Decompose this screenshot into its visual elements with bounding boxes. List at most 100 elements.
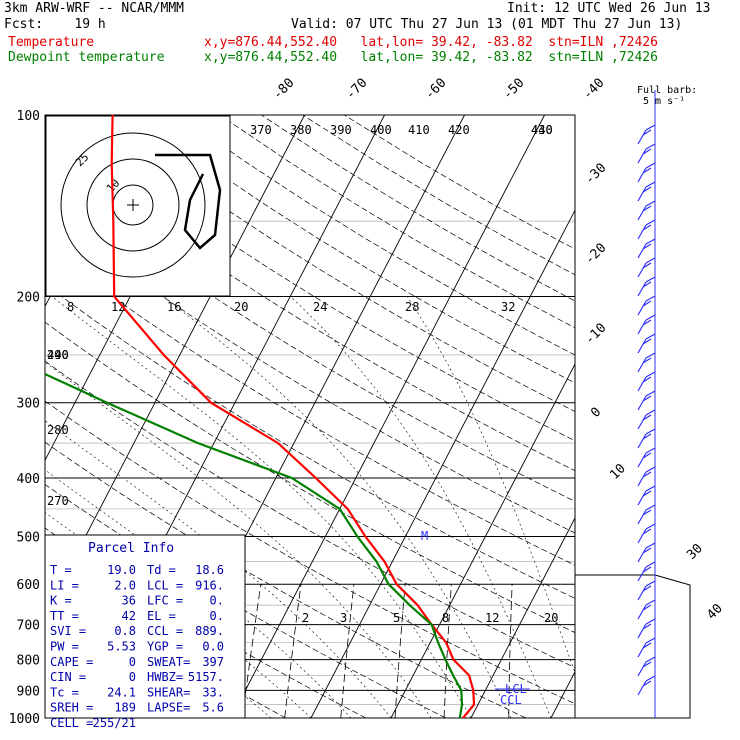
parcel-box [44, 534, 246, 719]
pressure-label-500: 500 [17, 530, 40, 545]
profile-lines [45, 115, 476, 718]
isotherm-50 [711, 115, 740, 718]
isotherm--40 [45, 115, 305, 616]
parcel-row-3-label: TT = [50, 609, 79, 623]
wind-barb-12 [637, 352, 656, 373]
parcel-row-8-label: Tc = [50, 685, 79, 699]
wind-barb-9 [637, 295, 656, 316]
wind-barb-26 [637, 618, 656, 639]
dry-adiabat-420 [178, 115, 575, 356]
isotherm-label-10: 10 [607, 461, 629, 483]
theta-label-440: 440 [47, 348, 69, 362]
hodo-tick-12: 12 [111, 300, 125, 314]
wind-barb-5 [637, 219, 656, 240]
wind-barb-0 [637, 124, 656, 145]
wind-barb-25 [637, 599, 656, 620]
wind-barb-27 [637, 637, 656, 658]
parcel-row-0-value2: 18.6 [195, 563, 224, 577]
dry-adiabat-390 [54, 115, 575, 442]
wind-barb-24 [637, 580, 656, 601]
theta-label-290: 290 [47, 348, 69, 362]
mixing-ratio-label-5: 5 [393, 611, 400, 625]
parcel-row-6-label: CAPE = [50, 655, 93, 669]
full-barb-label: Full barb: [637, 85, 697, 96]
moist-adiabat-15 [45, 361, 432, 718]
moist-adiabat-35 [406, 296, 575, 674]
dry-adiabat-380 [45, 140, 575, 472]
parcel-row-4-value2: 889. [195, 624, 224, 638]
theta-label-440: 440 [531, 123, 553, 137]
temperature-legend: Temperature [8, 35, 95, 50]
parcel-row-9-value: 189 [114, 701, 136, 715]
isotherm-label--80: -80 [270, 76, 297, 103]
wind-barb-29 [637, 675, 656, 696]
pressure-label-300: 300 [17, 397, 40, 412]
wind-barb-17 [637, 447, 656, 468]
dry-adiabat-350 [45, 246, 575, 566]
parcel-row-4-value: 0.8 [114, 624, 136, 638]
parcel-row-0-label: T = [50, 563, 72, 577]
parcel-row-10-value: 255/21 [93, 716, 136, 730]
wind-barb-10 [637, 314, 656, 335]
isotherm-label-40: 40 [704, 601, 726, 623]
ccl-label: CCL [500, 693, 522, 707]
parcel-row-6-label2: SWEAT= [147, 655, 190, 669]
mixing-ratio-8 [394, 584, 406, 718]
theta-label-390: 390 [330, 123, 352, 137]
wind-barb-11 [637, 333, 656, 354]
pressure-label-200: 200 [17, 291, 40, 306]
parcel-row-1-value2: 916. [195, 578, 224, 592]
parcel-row-7-label2: HWBZ= [147, 670, 183, 684]
parcel-row-2-value2: 0. [210, 594, 224, 608]
dry-adiabat-360 [45, 210, 575, 534]
mixing-ratio-label-3: 3 [340, 611, 347, 625]
hodograph-frame [45, 115, 231, 297]
parcel-row-7-label: CIN = [50, 670, 86, 684]
dry-adiabat-430 [219, 115, 575, 329]
parcel-row-3-label2: EL = [147, 609, 176, 623]
wind-barb-2 [637, 162, 656, 183]
parcel-row-5-label2: YGP = [147, 640, 183, 654]
pressure-label-1000: 1000 [9, 712, 40, 727]
wind-barb-18 [637, 466, 656, 487]
forecast-hour: Fcst: 19 h [4, 17, 106, 32]
plot-border [44, 114, 576, 719]
dry-adiabat-290 [45, 484, 446, 718]
theta-label-380: 380 [290, 123, 312, 137]
theta-label-370: 370 [250, 123, 272, 137]
pressure-label-600: 600 [17, 578, 40, 593]
chart-frame [44, 114, 691, 719]
mixing-ratio-3 [284, 584, 302, 718]
parcel-info-box: Parcel Info T = 19.0 Td = 18.6 LI = 2.0 LCL = 91… [44, 534, 246, 730]
pressure-label-400: 400 [17, 472, 40, 487]
mixing-ratio-12 [443, 584, 452, 718]
mixing-ratio-20 [508, 584, 513, 718]
dewpoint-profile [45, 372, 464, 718]
wind-barb-28 [637, 656, 656, 677]
dry-adiabat-460 [344, 115, 575, 250]
wind-barb-23 [637, 561, 656, 582]
hodo-tick-24: 24 [313, 300, 327, 314]
wind-barb-4 [637, 200, 656, 221]
wind-barb-1 [637, 143, 656, 164]
wind-barb-22 [637, 542, 656, 563]
dry-adiabat-440 [261, 115, 575, 302]
dry-adiabat-340 [45, 283, 575, 599]
barb-area-border [575, 574, 691, 719]
isotherm--10 [230, 115, 545, 718]
isotherm-0 [310, 209, 575, 718]
parcel-row-1-label2: LCL = [147, 578, 183, 592]
isotherm-label-0: 0 [588, 405, 604, 421]
dry-adiabat-310 [45, 400, 575, 705]
hodograph-trace [155, 153, 222, 250]
moist-adiabat-30 [290, 296, 552, 718]
valid-time: Valid: 07 UTC Thu 27 Jun 13 (01 MDT Thu … [291, 17, 683, 32]
parcel-row-2-label2: LFC = [147, 594, 183, 608]
parcel-row-4-label: SVI = [50, 624, 86, 638]
barb-unit-label: 5 m s⁻¹ [643, 96, 685, 107]
parcel-row-2-label: K = [50, 594, 72, 608]
parcel-row-1-value: 2.0 [114, 578, 136, 592]
dry-adiabat-330 [45, 321, 575, 633]
